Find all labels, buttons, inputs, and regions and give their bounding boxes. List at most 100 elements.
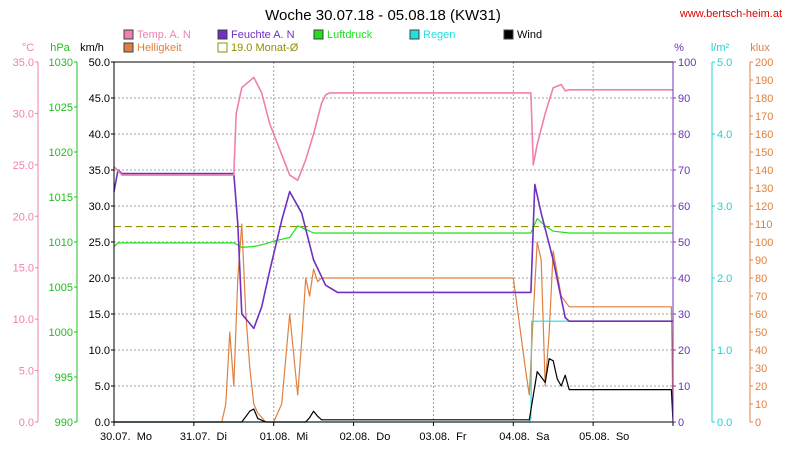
lux-axis-tick-label: 110 [755, 219, 773, 231]
lux-axis-tick-label: 90 [755, 255, 767, 267]
unit-pressure: hPa [50, 42, 70, 54]
wind-axis-tick-label: 50.0 [89, 57, 110, 69]
temp-axis-tick-label: 25.0 [13, 160, 34, 172]
lux-axis-tick-label: 190 [755, 75, 773, 87]
pressure-axis-tick-label: 1030 [49, 57, 73, 69]
x-axis-labels: 30.07. Mo 31.07. Di 01.08. Mi 02.08. Do 03.0… [100, 422, 674, 443]
lux-axis-tick-label: 30 [755, 363, 767, 375]
pressure-axis-tick-label: 995 [55, 372, 73, 384]
wind-axis-tick-label: 30.0 [89, 201, 110, 213]
rain-axis-tick-label: 4.0 [717, 129, 732, 141]
lux-axis-tick-label: 60 [755, 309, 767, 321]
legend-swatch [217, 42, 228, 53]
wind-axis-tick-label: 25.0 [89, 237, 110, 249]
rain-axis-tick-label: 5.0 [717, 57, 732, 69]
temp-axis-tick-label: 30.0 [13, 108, 34, 120]
lux-axis-tick-label: 70 [755, 291, 767, 303]
grid-lines [114, 62, 673, 422]
lux-axis-tick-label: 130 [755, 183, 773, 195]
humidity-axis-tick-label: 60 [678, 201, 690, 213]
temp-axis-tick-label: 10.0 [13, 314, 34, 326]
humidity-axis-tick-label: 50 [678, 237, 690, 249]
wind-axis-tick-label: 5.0 [95, 381, 110, 393]
temp-axis-tick-label: 20.0 [13, 211, 34, 223]
lux-axis-tick-label: 150 [755, 147, 773, 159]
unit-rain: l/m² [711, 42, 730, 54]
lux-axis-tick-label: 200 [755, 57, 773, 69]
lux-axis-tick-label: 10 [755, 399, 767, 411]
x-tick-label: 31.07. Di [180, 431, 227, 443]
legend-swatch [123, 42, 134, 53]
lux-axis-tick-label: 100 [755, 237, 773, 249]
wind-axis-tick-label: 0.0 [95, 417, 110, 429]
axis-unit-labels: °C hPa km/h% l/m² klux [22, 42, 770, 54]
lux-axis-tick-label: 140 [755, 165, 773, 177]
humidity-axis-tick-label: 30 [678, 309, 690, 321]
legend-label: 19.0 Monat-Ø [231, 42, 299, 54]
series-feuchte-a-n [113, 169, 673, 330]
humidity-axis-tick-label: 40 [678, 273, 690, 285]
humidity-axis-tick-label: 70 [678, 165, 690, 177]
wind-axis-tick-label: 40.0 [89, 129, 110, 141]
unit-humidity: % [674, 42, 684, 54]
lux-axis-tick-label: 40 [755, 345, 767, 357]
x-tick-label: 30.07. Mo [100, 431, 152, 443]
lux-axis-tick-label: 20 [755, 381, 767, 393]
rain-axis-tick-label: 3.0 [717, 201, 732, 213]
legend-label: Helligkeit [137, 42, 182, 54]
unit-wind: km/h [80, 42, 104, 54]
legend-swatch [313, 29, 324, 40]
humidity-axis-tick-label: 80 [678, 129, 690, 141]
pressure-axis-tick-label: 1015 [49, 192, 73, 204]
legend-swatch [123, 29, 134, 40]
lux-axis-tick-label: 170 [755, 111, 773, 123]
legend-swatch [409, 29, 420, 40]
humidity-axis-tick-label: 10 [678, 381, 690, 393]
humidity-axis-tick-label: 0 [678, 417, 684, 429]
series-luftdruck [113, 218, 673, 248]
legend: Temp. A. N Feuchte A. N Luftdruck Regen Wind… [123, 29, 542, 54]
axes: 0.05.010.015.020.025.030.035.09909951000… [13, 57, 774, 429]
legend-swatch [217, 29, 228, 40]
legend-label: Temp. A. N [137, 29, 191, 41]
unit-lux: klux [750, 42, 770, 54]
wind-axis-tick-label: 35.0 [89, 165, 110, 177]
series-temp-a-n [113, 76, 673, 182]
pressure-axis-tick-label: 1000 [49, 327, 73, 339]
humidity-axis-tick-label: 90 [678, 93, 690, 105]
pressure-axis-tick-label: 1025 [49, 102, 73, 114]
wind-axis-tick-label: 45.0 [89, 93, 110, 105]
legend-label: Feuchte A. N [231, 29, 295, 41]
x-tick-label: 03.08. Fr [419, 431, 466, 443]
series-helligkeit [114, 223, 674, 423]
temp-axis-tick-label: 0.0 [19, 417, 34, 429]
wind-axis-tick-label: 15.0 [89, 309, 110, 321]
wind-axis-tick-label: 10.0 [89, 345, 110, 357]
pressure-axis-tick-label: 1005 [49, 282, 73, 294]
rain-axis-tick-label: 0.0 [717, 417, 732, 429]
legend-swatch [503, 29, 514, 40]
legend-label: Regen [423, 29, 455, 41]
source-link[interactable]: www.bertsch-heim.at [679, 8, 782, 20]
lux-axis-tick-label: 80 [755, 273, 767, 285]
temp-axis-tick-label: 15.0 [13, 263, 34, 275]
temp-axis-tick-label: 5.0 [19, 366, 34, 378]
wind-axis-tick-label: 20.0 [89, 273, 110, 285]
humidity-axis-tick-label: 20 [678, 345, 690, 357]
series-wind [114, 358, 674, 423]
temp-axis-tick-label: 35.0 [13, 57, 34, 69]
pressure-axis-tick-label: 1020 [49, 147, 73, 159]
unit-temp: °C [22, 42, 34, 54]
pressure-axis-tick-label: 1010 [49, 237, 73, 249]
x-tick-label: 05.08. So [579, 431, 629, 443]
lux-axis-tick-label: 0 [755, 417, 761, 429]
rain-axis-tick-label: 1.0 [717, 345, 732, 357]
x-tick-label: 02.08. Do [340, 431, 391, 443]
rain-axis-tick-label: 2.0 [717, 273, 732, 285]
lux-axis-tick-label: 160 [755, 129, 773, 141]
lux-axis-tick-label: 120 [755, 201, 773, 213]
humidity-axis-tick-label: 100 [678, 57, 696, 69]
x-tick-label: 01.08. Mi [260, 431, 308, 443]
